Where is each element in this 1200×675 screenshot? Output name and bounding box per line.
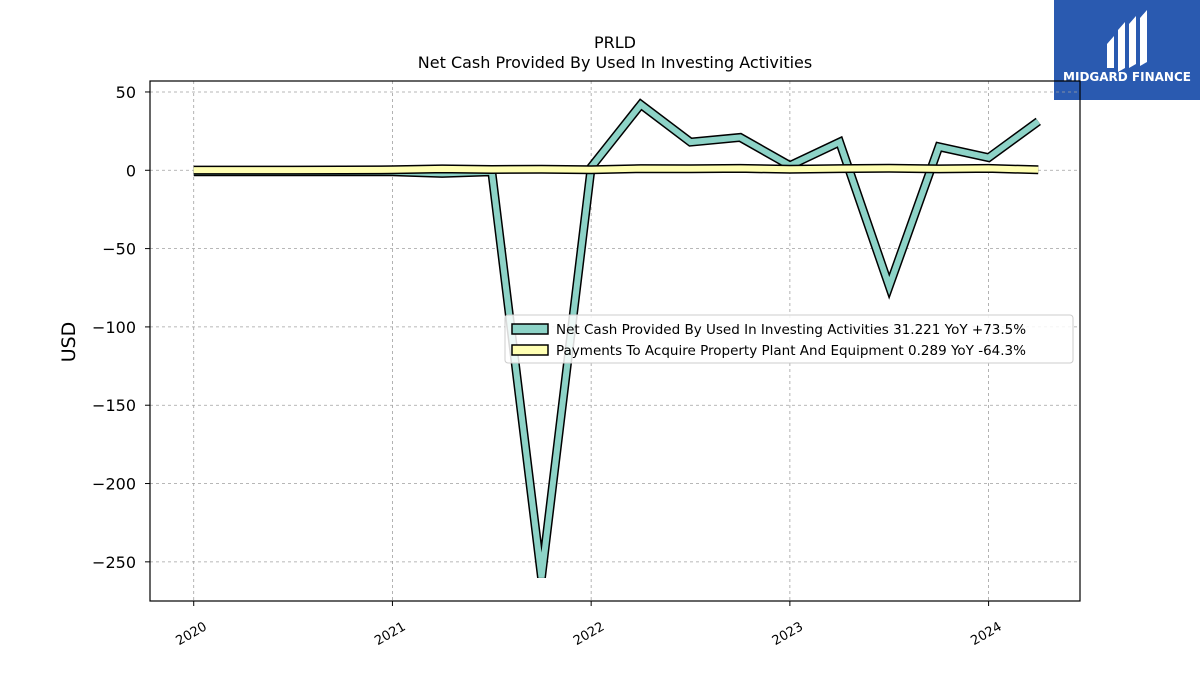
y-tick-label: 50 <box>116 83 136 102</box>
logo: MIDGARD FINANCE <box>1054 0 1200 100</box>
y-tick-label: −100 <box>92 318 136 337</box>
y-tick-label: −250 <box>92 553 136 572</box>
logo-text: MIDGARD FINANCE <box>1063 70 1191 84</box>
chart-title: PRLD <box>594 33 636 52</box>
y-tick-label: 0 <box>126 161 136 180</box>
x-tick-label: 2021 <box>372 619 408 649</box>
x-tick-label: 2020 <box>174 619 210 649</box>
x-tick-label: 2022 <box>571 619 607 649</box>
y-tick-label: −200 <box>92 475 136 494</box>
x-tick-label: 2023 <box>770 619 806 649</box>
plot-frame <box>149 80 1081 602</box>
x-tick-label: 2024 <box>968 619 1004 649</box>
y-tick-label: −50 <box>102 240 136 259</box>
y-axis-ticks: 50 0 −50 −100 −150 −200 −250 <box>92 83 150 572</box>
logo-mark-icon <box>1107 10 1147 72</box>
y-tick-label: −150 <box>92 396 136 415</box>
x-axis-ticks: 2020 2021 2022 2023 2024 <box>174 601 1005 649</box>
legend-swatch-net-cash <box>511 323 549 335</box>
chart-subtitle: Net Cash Provided By Used In Investing A… <box>418 53 812 72</box>
legend-box <box>504 314 1074 364</box>
series-line-capex <box>193 165 1039 174</box>
legend: Net Cash Provided By Used In Investing A… <box>504 314 1074 364</box>
legend-label-net-cash: Net Cash Provided By Used In Investing A… <box>556 322 1026 338</box>
logo-background <box>1054 0 1200 100</box>
legend-label-capex: Payments To Acquire Property Plant And E… <box>556 343 1026 359</box>
series-lines <box>193 98 1041 579</box>
legend-swatch-capex <box>511 344 549 356</box>
y-axis-label: USD <box>58 322 80 363</box>
